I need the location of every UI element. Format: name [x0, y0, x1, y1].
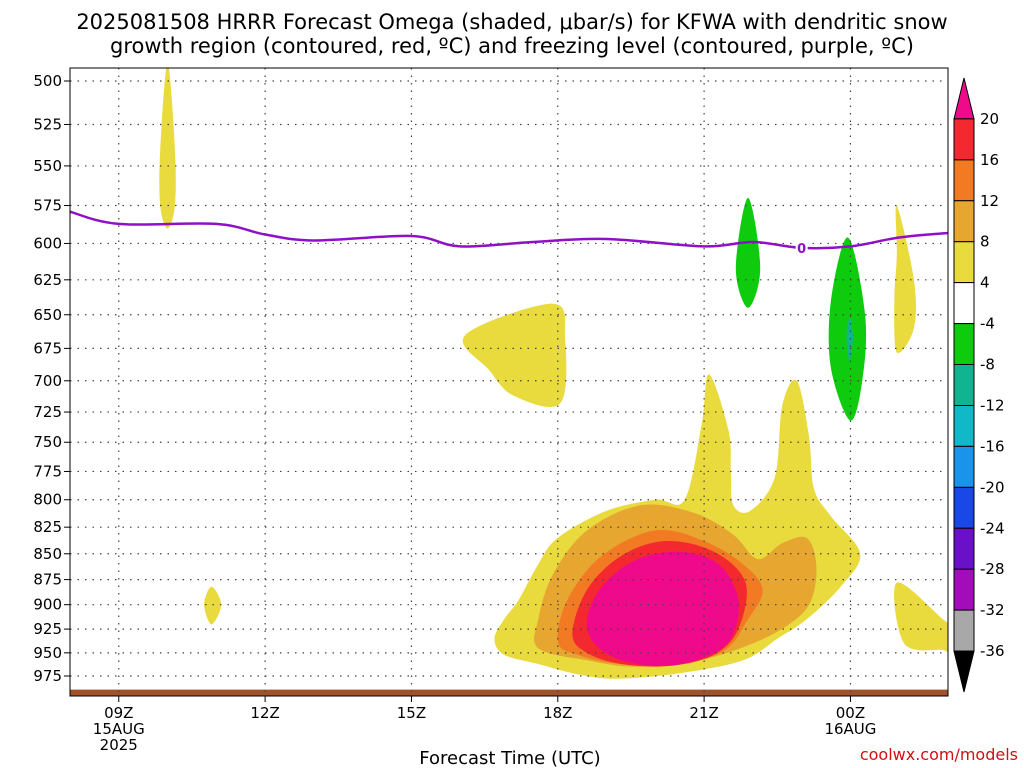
colorbar-swatch	[953, 200, 975, 243]
colorbar-swatch	[953, 486, 975, 529]
y-tick-label: 525	[33, 115, 62, 133]
colorbar: 20 16 12 8 4 -4 -8 -12 -16 -20 -24 -28 -32 -36	[953, 77, 1005, 693]
colorbar-label: -36	[980, 642, 1005, 660]
omega-region-4-pos4	[894, 582, 948, 655]
omega-region-0-pos4	[159, 68, 176, 229]
colorbar-swatch	[953, 527, 975, 570]
omega-region-2-pos4	[462, 303, 567, 408]
colorbar-swatch	[953, 323, 975, 366]
colorbar-label: 12	[980, 192, 999, 210]
x-tick-label: 21Z	[689, 704, 718, 722]
y-tick-label: 675	[33, 339, 62, 357]
omega-region-3-pos4	[894, 205, 916, 354]
credit-text: coolwx.com/models	[860, 745, 1018, 764]
x-axis-label: Forecast Time (UTC)	[419, 748, 600, 768]
ground-layer	[70, 689, 948, 696]
colorbar-label: -12	[980, 396, 1005, 414]
colorbar-label: -28	[980, 560, 1005, 578]
omega-region-12-neg8	[846, 317, 853, 362]
x-tick-label: 18Z	[543, 704, 572, 722]
omega-shaded-regions	[159, 68, 948, 679]
colorbar-swatch	[953, 364, 975, 406]
chart-title-line2: growth region (contoured, red, ºC) and f…	[110, 34, 914, 58]
x-tick-label: 15AUG	[93, 720, 145, 738]
y-tick-label: 650	[33, 306, 62, 324]
freezing-level-contour: 0	[70, 210, 948, 257]
y-tick-label: 800	[33, 491, 62, 509]
x-tick-label: 12Z	[250, 704, 279, 722]
colorbar-swatch	[953, 568, 975, 611]
omega-region-1-pos4	[204, 586, 222, 625]
colorbar-swatch	[953, 118, 975, 161]
y-tick-label: 575	[33, 197, 62, 215]
x-tick-label: 00Z	[836, 704, 865, 722]
ground-strip	[70, 689, 948, 696]
y-tick-label: 750	[33, 433, 62, 451]
y-tick-label: 975	[33, 667, 62, 685]
y-tick-label: 825	[33, 518, 62, 536]
colorbar-swatch	[953, 404, 975, 447]
colorbar-label: -4	[980, 315, 995, 333]
plot-frame	[69, 67, 949, 697]
x-tick-label: 2025	[100, 736, 138, 754]
colorbar-swatch	[953, 241, 975, 284]
colorbar-label: -24	[980, 519, 1005, 537]
y-tick-label: 550	[33, 157, 62, 175]
y-tick-label: 725	[33, 403, 62, 421]
plot-area: 0	[69, 67, 949, 697]
omega-region-9-pos20	[586, 551, 739, 666]
y-axis: 500 525 550 575 600 625 650 675 700 725 750 775 800 8…	[33, 72, 70, 685]
y-tick-label: 700	[33, 372, 62, 390]
y-tick-label: 925	[33, 620, 62, 638]
colorbar-swatch	[953, 159, 975, 202]
colorbar-swatch	[953, 445, 975, 488]
colorbar-label: 4	[980, 274, 990, 292]
omega-region-10-neg4	[735, 197, 761, 308]
y-tick-label: 500	[33, 72, 62, 90]
freezing-level-label: 0	[797, 242, 806, 257]
colorbar-swatch	[953, 650, 975, 693]
colorbar-label: 8	[980, 233, 990, 251]
colorbar-label: -20	[980, 478, 1005, 496]
colorbar-swatch	[953, 77, 975, 120]
colorbar-label: -16	[980, 437, 1005, 455]
y-tick-label: 600	[33, 234, 62, 252]
x-tick-label: 16AUG	[824, 720, 876, 738]
colorbar-label: -32	[980, 601, 1005, 619]
y-tick-label: 625	[33, 271, 62, 289]
colorbar-label: -8	[980, 356, 995, 374]
colorbar-swatch	[953, 282, 975, 325]
y-tick-label: 875	[33, 571, 62, 589]
x-tick-label: 15Z	[397, 704, 426, 722]
y-tick-label: 950	[33, 644, 62, 662]
colorbar-label: 20	[980, 110, 999, 128]
freezing-level-line	[70, 210, 948, 250]
y-tick-label: 850	[33, 545, 62, 563]
y-tick-label: 900	[33, 596, 62, 614]
colorbar-label: 16	[980, 151, 999, 169]
freezing-label-bg	[795, 239, 808, 255]
colorbar-swatch	[953, 609, 975, 652]
y-tick-label: 775	[33, 462, 62, 480]
chart-title-line1: 2025081508 HRRR Forecast Omega (shaded, …	[76, 10, 947, 34]
x-tick-label: 09Z	[104, 704, 133, 722]
